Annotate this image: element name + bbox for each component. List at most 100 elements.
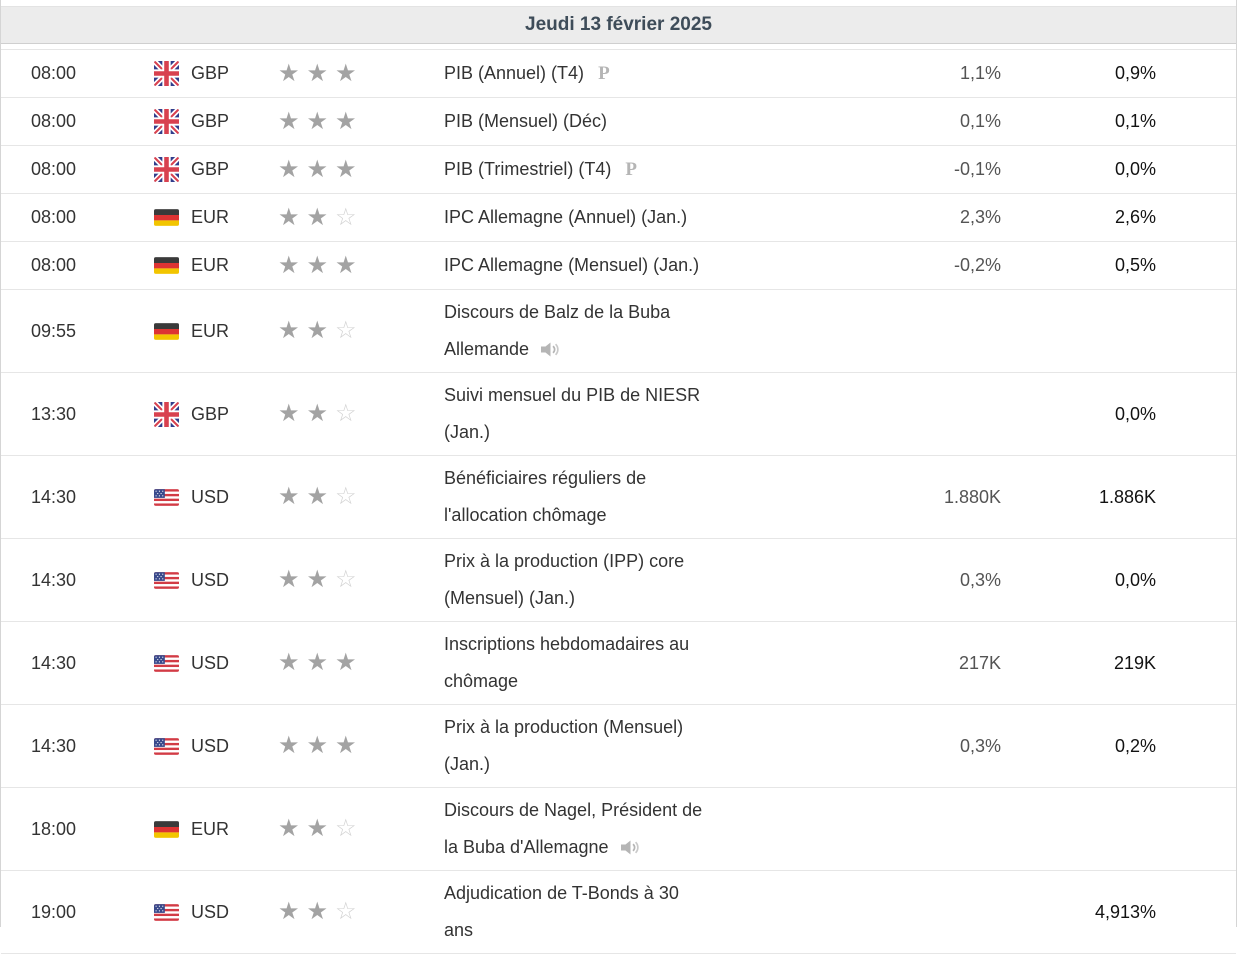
star-filled-icon: ★ xyxy=(306,107,329,135)
flag-gb-icon xyxy=(154,61,179,86)
forecast-value: -0,2% xyxy=(953,255,1001,275)
currency-label: GBP xyxy=(191,159,230,179)
event-name[interactable]: IPC Allemagne (Annuel) (Jan.) xyxy=(444,207,688,227)
date-header-label: Jeudi 13 février 2025 xyxy=(525,14,712,35)
event-name[interactable]: Prix à la production (IPP) core (Mensuel… xyxy=(444,551,685,608)
event-cell: Inscriptions hebdomadaires au chômage xyxy=(444,626,781,700)
date-header: Jeudi 13 février 2025 xyxy=(1,7,1236,44)
star-filled-icon: ★ xyxy=(335,107,357,135)
star-filled-icon: ★ xyxy=(278,59,300,87)
importance-stars: ★ ★ ☆ xyxy=(278,900,444,924)
star-filled-icon: ★ xyxy=(306,155,329,183)
currency-label: USD xyxy=(191,652,230,673)
star-filled-icon: ★ xyxy=(306,251,329,279)
event-time: 14:30 xyxy=(31,569,77,590)
speaker-icon xyxy=(620,840,640,855)
star-filled-icon: ★ xyxy=(278,251,300,279)
event-row[interactable]: 09:55 EUR ★ ★ ☆ Discours de Balz de la Bub… xyxy=(1,290,1236,373)
star-empty-icon: ☆ xyxy=(335,898,357,925)
currency-label: EUR xyxy=(191,255,230,275)
event-row[interactable]: 08:00 GBP ★ ★ ★ PIB (Mensuel) (Déc) 0,1% 0… xyxy=(1,98,1236,146)
flag-us-icon xyxy=(154,571,179,589)
star-filled-icon: ★ xyxy=(278,317,300,344)
previous-value: 4,913% xyxy=(1094,901,1156,922)
previous-row-edge xyxy=(1,0,1236,7)
forecast-value: -0,1% xyxy=(953,159,1001,179)
preliminary-release-icon: P xyxy=(625,159,637,180)
flag-us-icon xyxy=(154,737,179,755)
star-filled-icon: ★ xyxy=(278,483,300,510)
event-row[interactable]: 14:30 USD ★ ★ ★ Inscriptions hebdomadaires… xyxy=(1,622,1236,705)
event-name[interactable]: PIB (Annuel) (T4) xyxy=(444,63,585,83)
event-time: 13:30 xyxy=(31,403,77,424)
event-name[interactable]: Inscriptions hebdomadaires au chômage xyxy=(444,634,690,691)
importance-stars: ★ ★ ☆ xyxy=(278,319,444,343)
flag-gb-icon xyxy=(154,157,179,182)
importance-stars: ★ ★ ☆ xyxy=(278,568,444,592)
event-cell: Bénéficiaires réguliers de l'allocation … xyxy=(444,460,781,534)
previous-value: 0,1% xyxy=(1114,111,1156,131)
importance-stars: ★ ★ ★ xyxy=(278,651,444,675)
country-cell: GBP xyxy=(154,109,278,134)
event-name[interactable]: PIB (Trimestriel) (T4) xyxy=(444,159,612,179)
event-cell: Discours de Nagel, Président de la Buba … xyxy=(444,792,781,866)
event-row[interactable]: 08:00 EUR ★ ★ ☆ IPC Allemagne (Annuel) (Ja… xyxy=(1,194,1236,242)
event-row[interactable]: 18:00 EUR ★ ★ ☆ Discours de Nagel, Préside… xyxy=(1,788,1236,871)
importance-stars: ★ ★ ☆ xyxy=(278,817,444,841)
event-name[interactable]: Adjudication de T-Bonds à 30 ans xyxy=(444,883,679,940)
event-name[interactable]: PIB (Mensuel) (Déc) xyxy=(444,111,608,131)
star-filled-icon: ★ xyxy=(306,732,329,759)
flag-gb-icon xyxy=(154,401,179,427)
event-row[interactable]: 19:00 USD ★ ★ ☆ Adjudication de T-Bonds à … xyxy=(1,871,1236,954)
forecast-value: 0,1% xyxy=(959,111,1001,131)
previous-value: 0,0% xyxy=(1114,403,1156,424)
event-row[interactable]: 14:30 USD ★ ★ ☆ Bénéficiaires réguliers de… xyxy=(1,456,1236,539)
previous-value: 2,6% xyxy=(1114,207,1156,227)
event-row[interactable]: 08:00 GBP ★ ★ ★ PIB (Annuel) (T4) P 1,1% 0… xyxy=(1,50,1236,98)
previous-value: 0,5% xyxy=(1114,255,1156,275)
star-filled-icon: ★ xyxy=(306,317,329,344)
star-filled-icon: ★ xyxy=(278,566,300,593)
previous-value: 0,0% xyxy=(1114,159,1156,179)
star-filled-icon: ★ xyxy=(278,400,300,427)
star-filled-icon: ★ xyxy=(335,732,357,759)
importance-stars: ★ ★ ★ xyxy=(278,107,444,135)
star-empty-icon: ☆ xyxy=(335,815,357,842)
event-row[interactable]: 13:30 GBP ★ ★ ☆ Suivi mensuel du PIB de NI… xyxy=(1,373,1236,456)
event-row[interactable]: 08:00 EUR ★ ★ ★ IPC Allemagne (Mensuel) (J… xyxy=(1,242,1236,290)
flag-us-icon xyxy=(154,488,179,506)
event-cell: Adjudication de T-Bonds à 30 ans xyxy=(444,875,781,949)
currency-label: GBP xyxy=(191,403,230,424)
event-row[interactable]: 14:30 USD ★ ★ ☆ Prix à la production (IPP)… xyxy=(1,539,1236,622)
event-name[interactable]: Discours de Balz de la Buba Allemande xyxy=(444,302,671,359)
country-cell: GBP xyxy=(154,401,278,427)
event-name[interactable]: IPC Allemagne (Mensuel) (Jan.) xyxy=(444,255,700,275)
event-rows: 08:00 GBP ★ ★ ★ PIB (Annuel) (T4) P 1,1% 0… xyxy=(1,49,1236,954)
country-cell: GBP xyxy=(154,157,278,182)
importance-stars: ★ ★ ★ xyxy=(278,59,444,87)
event-cell: Prix à la production (Mensuel) (Jan.) xyxy=(444,709,781,783)
flag-de-icon xyxy=(154,322,179,340)
event-name[interactable]: Prix à la production (Mensuel) (Jan.) xyxy=(444,717,684,774)
importance-stars: ★ ★ ★ xyxy=(278,155,444,183)
event-name[interactable]: Suivi mensuel du PIB de NIESR (Jan.) xyxy=(444,385,701,442)
star-empty-icon: ☆ xyxy=(335,317,357,344)
event-name[interactable]: Bénéficiaires réguliers de l'allocation … xyxy=(444,468,647,525)
country-cell: GBP xyxy=(154,61,278,86)
event-row[interactable]: 14:30 USD ★ ★ ★ Prix à la production (Mens… xyxy=(1,705,1236,788)
star-filled-icon: ★ xyxy=(306,400,329,427)
currency-label: EUR xyxy=(191,818,230,839)
event-row[interactable]: 08:00 GBP ★ ★ ★ PIB (Trimestriel) (T4) P -… xyxy=(1,146,1236,194)
event-name[interactable]: Discours de Nagel, Président de la Buba … xyxy=(444,800,703,857)
forecast-value: 1,1% xyxy=(959,63,1001,83)
star-empty-icon: ☆ xyxy=(335,566,357,593)
event-time: 08:00 xyxy=(31,111,77,131)
currency-label: USD xyxy=(191,735,230,756)
country-cell: USD xyxy=(154,736,278,757)
star-filled-icon: ★ xyxy=(278,898,300,925)
event-time: 14:30 xyxy=(31,486,77,507)
country-cell: EUR xyxy=(154,207,278,228)
flag-de-icon xyxy=(154,820,179,838)
previous-value: 0,0% xyxy=(1114,569,1156,590)
header-spacer xyxy=(1,44,1236,49)
